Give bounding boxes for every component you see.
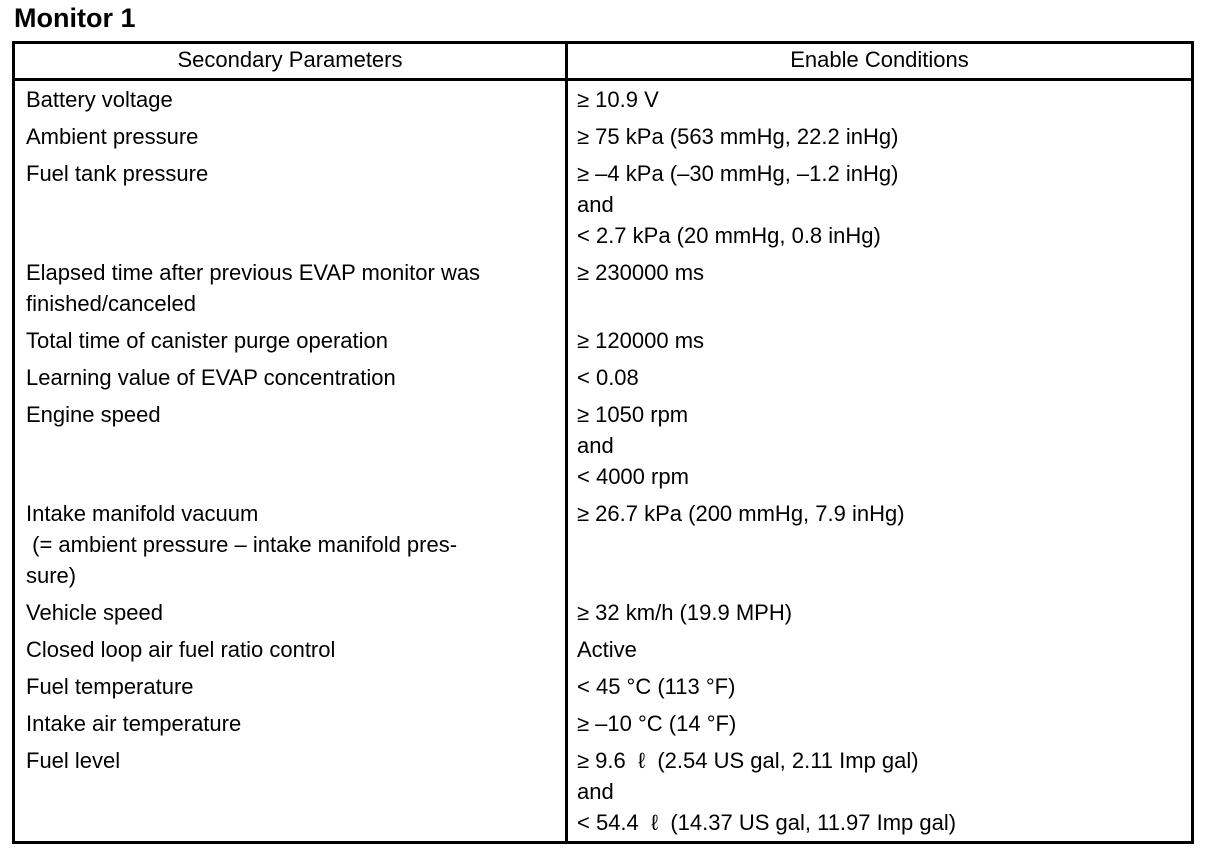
table-row: Engine speed ≥ 1050 rpm and < 4000 rpm (13, 396, 1193, 495)
parameter-cell: Closed loop air fuel ratio control (13, 631, 568, 668)
condition-cell: ≥ –4 kPa (–30 mmHg, –1.2 inHg) and < 2.7… (577, 161, 899, 248)
table-row: Closed loop air fuel ratio control Activ… (13, 631, 1193, 668)
table-row: Learning value of EVAP concentration < 0… (13, 359, 1193, 396)
table-row: Fuel level ≥ 9.6 ℓ (2.54 US gal, 2.11 Im… (13, 742, 1193, 843)
condition-cell: ≥ –10 °C (14 °F) (577, 711, 737, 736)
page-title: Monitor 1 (14, 3, 136, 33)
condition-cell: ≥ 230000 ms (577, 260, 705, 285)
parameter-cell: Fuel tank pressure (13, 155, 568, 254)
table-row: Intake air temperature ≥ –10 °C (14 °F) (13, 705, 1193, 742)
condition-cell: ≥ 32 km/h (19.9 MPH) (577, 600, 793, 625)
parameter-cell: Fuel temperature (13, 668, 568, 705)
parameter-cell: Fuel level (13, 742, 568, 843)
table-row: Vehicle speed ≥ 32 km/h (19.9 MPH) (13, 594, 1193, 631)
parameter-cell: Ambient pressure (13, 118, 568, 155)
table-row: Intake manifold vacuum (= ambient pressu… (13, 495, 1193, 594)
condition-cell: Active (577, 637, 637, 662)
condition-cell: ≥ 10.9 V (577, 87, 659, 112)
table-body: Battery voltage ≥ 10.9 V Ambient pressur… (13, 79, 1193, 843)
table-row: Battery voltage ≥ 10.9 V (13, 79, 1193, 118)
parameter-cell: Intake manifold vacuum (= ambient pressu… (13, 495, 568, 594)
table-row: Fuel tank pressure ≥ –4 kPa (–30 mmHg, –… (13, 155, 1193, 254)
parameter-cell: Vehicle speed (13, 594, 568, 631)
parameter-cell: Battery voltage (13, 79, 568, 118)
column-header-enable-conditions: Enable Conditions (566, 42, 1193, 81)
parameter-cell: Learning value of EVAP concentration (13, 359, 568, 396)
monitor-conditions-table: Secondary Parameters Enable Conditions B… (12, 41, 1194, 844)
table-header-row: Secondary Parameters Enable Conditions (13, 42, 1193, 81)
parameter-cell: Elapsed time after previous EVAP monitor… (13, 254, 568, 322)
condition-cell: ≥ 9.6 ℓ (2.54 US gal, 2.11 Imp gal) and … (577, 748, 957, 835)
condition-cell: ≥ 120000 ms (577, 328, 705, 353)
table-row: Fuel temperature < 45 °C (113 °F) (13, 668, 1193, 705)
table-row: Total time of canister purge operation ≥… (13, 322, 1193, 359)
parameter-cell: Total time of canister purge operation (13, 322, 568, 359)
condition-cell: ≥ 1050 rpm and < 4000 rpm (577, 402, 689, 489)
condition-cell: ≥ 75 kPa (563 mmHg, 22.2 inHg) (577, 124, 899, 149)
condition-cell: ≥ 26.7 kPa (200 mmHg, 7.9 inHg) (577, 501, 905, 526)
parameter-cell: Intake air temperature (13, 705, 568, 742)
parameter-cell: Engine speed (13, 396, 568, 495)
condition-cell: < 0.08 (577, 365, 639, 390)
table-row: Elapsed time after previous EVAP monitor… (13, 254, 1193, 322)
table-row: Ambient pressure ≥ 75 kPa (563 mmHg, 22.… (13, 118, 1193, 155)
condition-cell: < 45 °C (113 °F) (577, 674, 736, 699)
column-header-secondary-parameters: Secondary Parameters (13, 42, 568, 81)
